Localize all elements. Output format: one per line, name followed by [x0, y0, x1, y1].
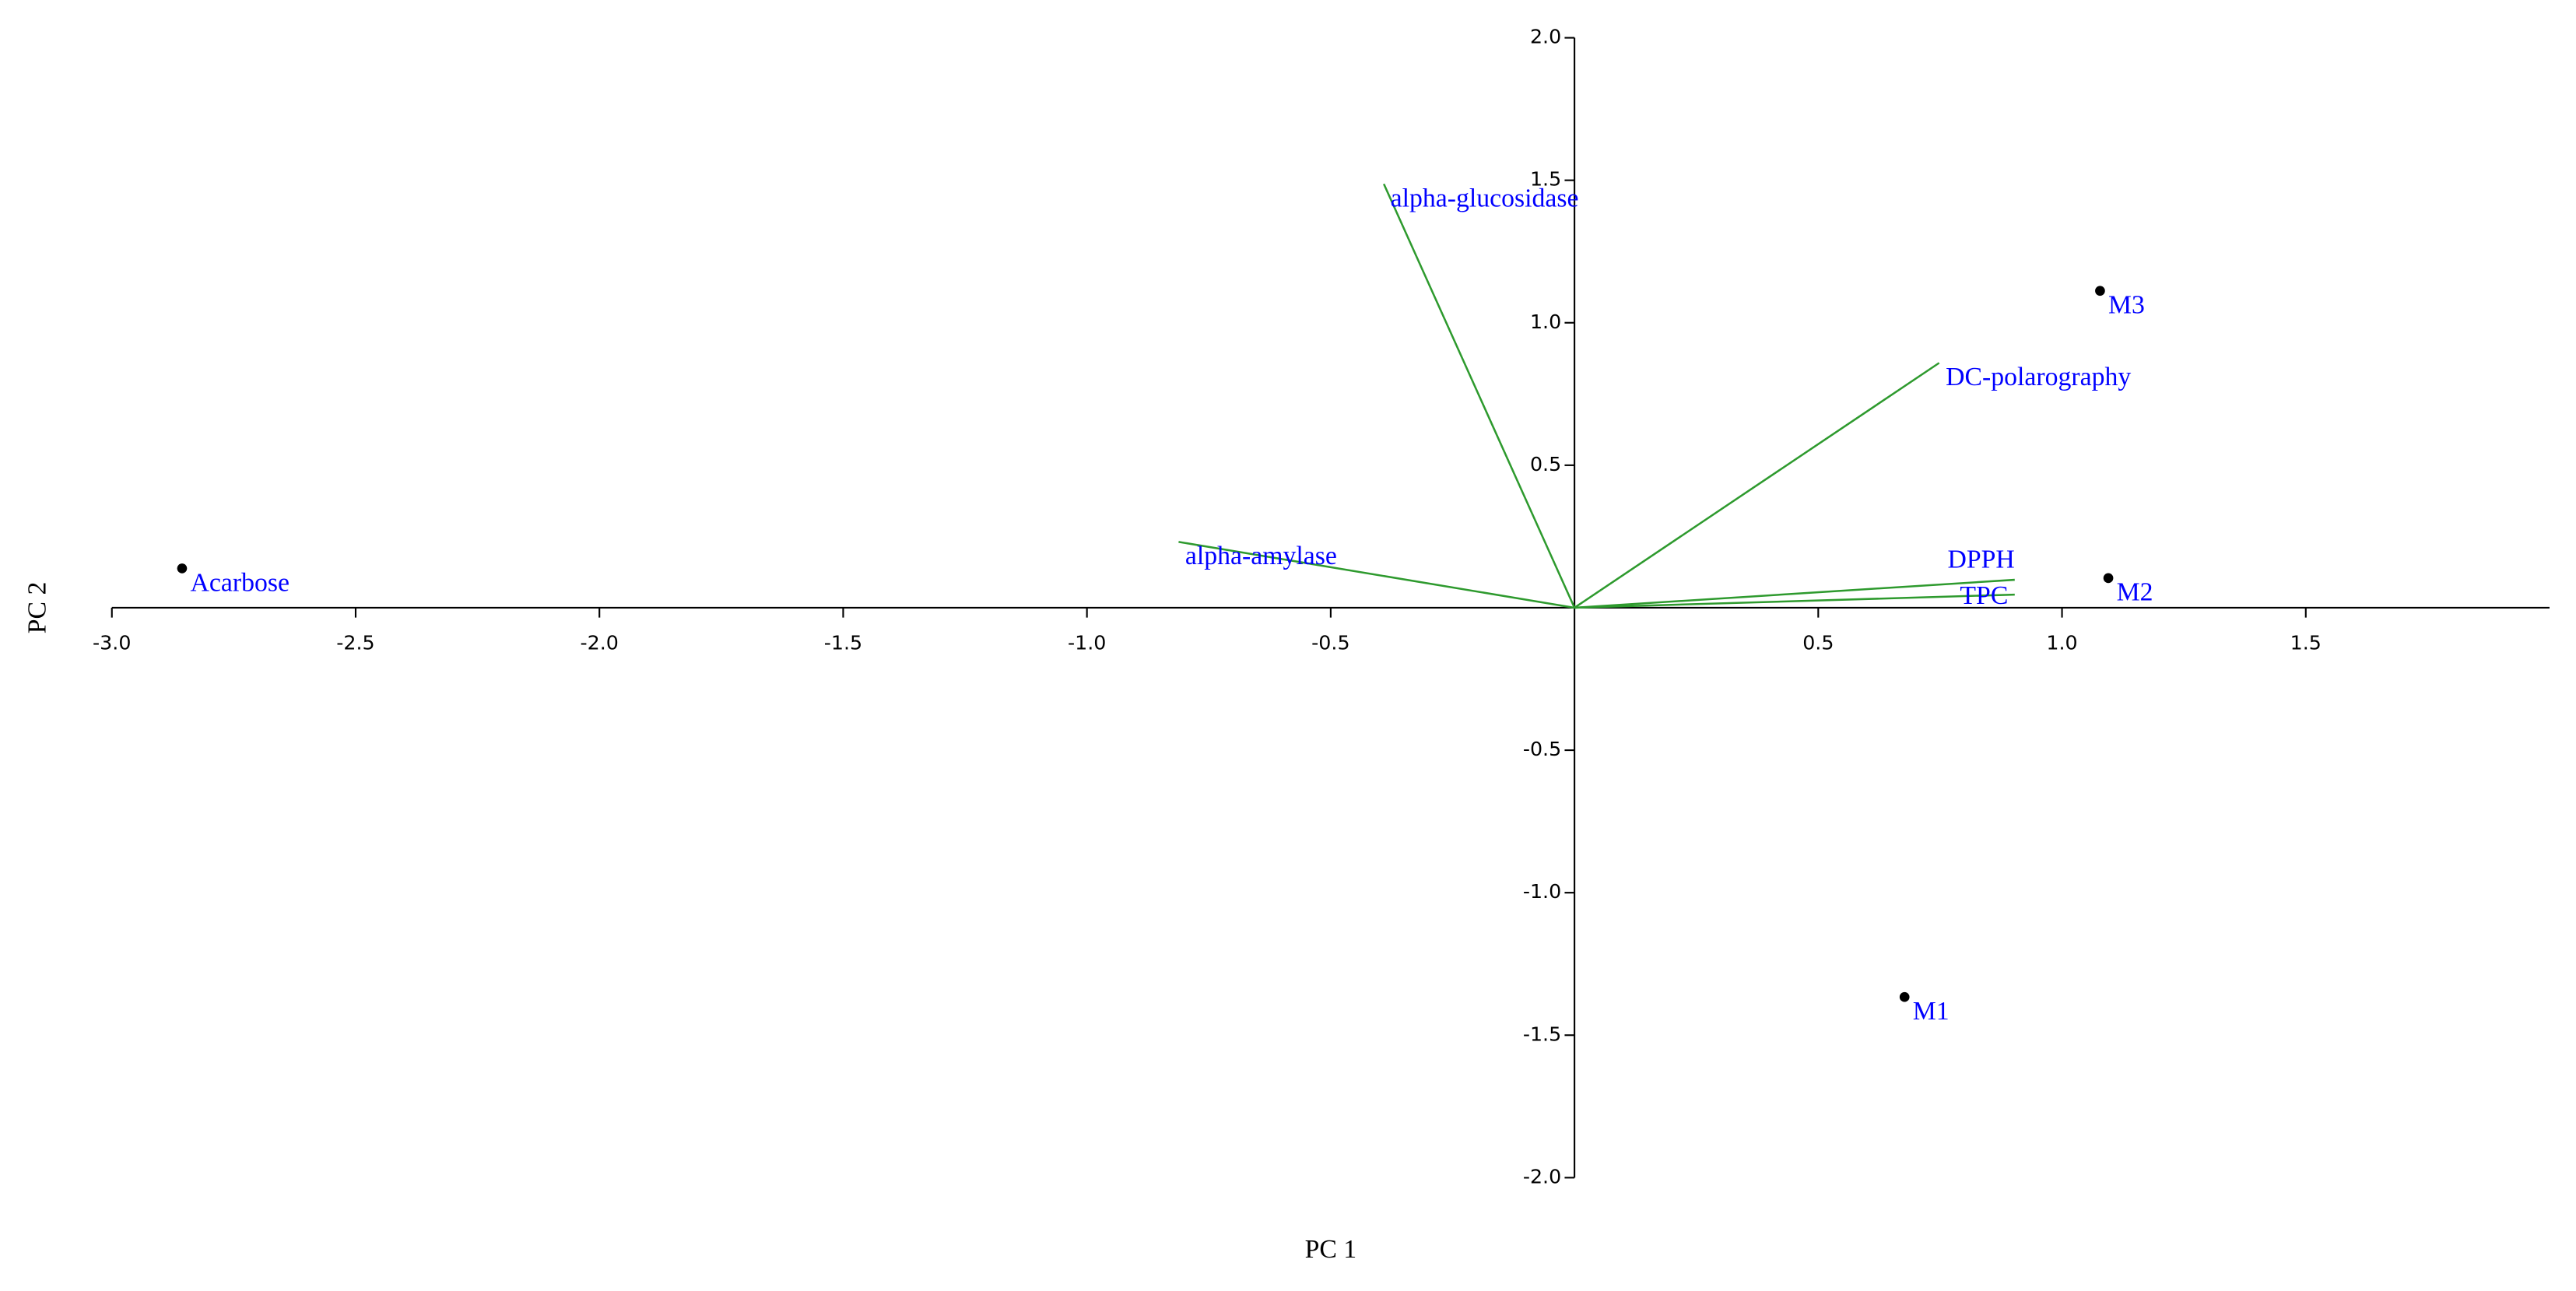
score-point [1899, 991, 1910, 1002]
loading-vector [1178, 541, 1575, 609]
x-tick-label: -2.0 [581, 630, 619, 654]
score-label: Acarbose [191, 568, 290, 597]
loading-label: alpha-amylase [1185, 542, 1337, 570]
y-tick-label: 2.0 [1530, 25, 1561, 48]
loading-label: TPC [1960, 581, 2008, 610]
y-axis-title: PC 2 [23, 582, 52, 634]
loading-vector [1574, 593, 2015, 609]
y-tick-label: -1.5 [1523, 1022, 1561, 1045]
score-label: M1 [1913, 997, 1950, 1026]
x-tick-label: 0.5 [1802, 630, 1834, 654]
y-tick-label: 0.5 [1530, 452, 1561, 475]
score-point [177, 563, 188, 574]
x-tick-label: 1.5 [2290, 630, 2322, 654]
x-tick-label: 1.0 [2046, 630, 2077, 654]
loading-label: DC-polarography [1946, 363, 2131, 391]
y-tick-label: -2.0 [1523, 1164, 1561, 1188]
x-tick-label: -2.5 [336, 630, 374, 654]
score-point [2103, 573, 2114, 584]
y-tick-label: 1.5 [1530, 167, 1561, 191]
loading-label: alpha-glucosidase [1391, 184, 1579, 212]
y-tick-label: -0.5 [1523, 737, 1561, 760]
loading-vector [1383, 183, 1576, 609]
loading-label: DPPH [1947, 546, 2014, 574]
y-tick-label: 1.0 [1530, 310, 1561, 333]
loading-vector [1574, 362, 1940, 609]
x-axis-title: PC 1 [1305, 1235, 1357, 1264]
y-tick-label: -1.0 [1523, 879, 1561, 903]
x-tick-label: -1.5 [824, 630, 862, 654]
loading-vector [1574, 578, 2015, 609]
score-label: M2 [2117, 578, 2153, 607]
x-tick-label: -3.0 [93, 630, 131, 654]
score-label: M3 [2108, 291, 2145, 320]
x-tick-label: -1.0 [1068, 630, 1106, 654]
x-tick-label: -0.5 [1311, 630, 1349, 654]
score-point [2095, 286, 2105, 296]
